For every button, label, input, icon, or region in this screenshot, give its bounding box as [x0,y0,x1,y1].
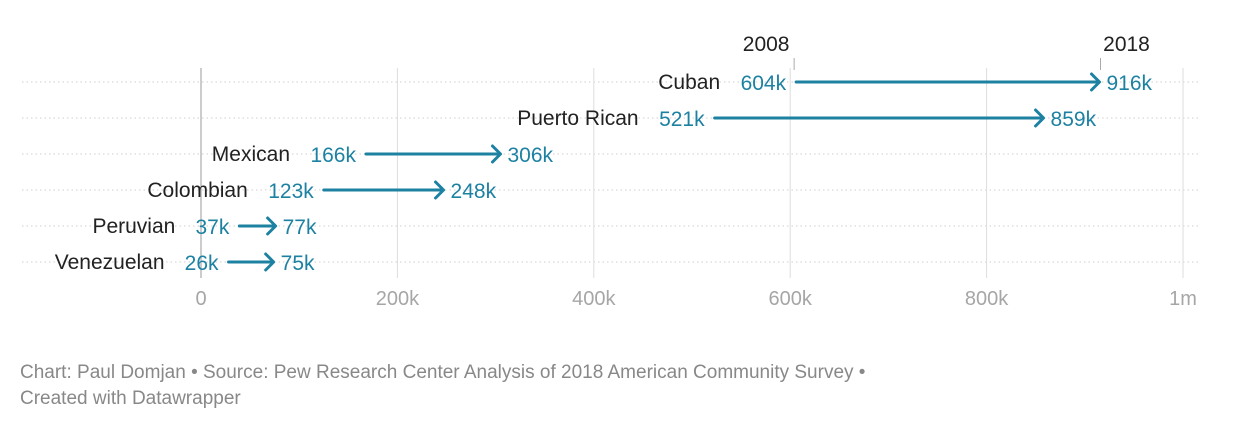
end-value-label: 916k [1107,72,1153,95]
start-value-label: 123k [268,180,314,203]
category-label: Colombian [147,179,247,202]
arrow-head [266,216,278,236]
category-label: Mexican [212,143,290,166]
footer-credit-line: Chart: Paul Domjan • Source: Pew Researc… [20,362,866,383]
start-value-label: 166k [310,144,356,167]
start-value-label: 26k [185,252,219,275]
start-value-label: 521k [659,108,705,131]
arrow-head [434,180,446,200]
footer-datawrapper-line: Created with Datawrapper [20,388,241,409]
category-label: Puerto Rican [517,107,638,130]
category-label: Cuban [658,71,720,94]
end-value-label: 859k [1051,108,1097,131]
start-value-label: 37k [195,216,229,239]
x-tick-label: 0 [195,288,206,310]
x-tick-label: 600k [769,288,813,310]
end-value-label: 75k [281,252,315,275]
start-value-label: 604k [741,72,787,95]
end-value-label: 306k [507,144,553,167]
x-tick-label: 400k [572,288,616,310]
x-tick-label: 800k [965,288,1009,310]
category-label: Venezuelan [55,251,165,274]
x-tick-label: 1m [1169,288,1197,310]
end-value-label: 77k [283,216,317,239]
series-2018-label: 2018 [1103,33,1150,56]
chart-footer: Chart: Paul Domjan • Source: Pew Researc… [20,360,1020,412]
arrow-chart: 0 200k 400k 600k 800k 1m 604k 916k Cuban 521k 859k… [22,33,1198,310]
end-value-label: 248k [451,180,497,203]
series-2008-label: 2008 [743,33,790,56]
x-tick-label: 200k [376,288,420,310]
arrow-head [490,144,502,164]
category-label: Peruvian [92,215,175,238]
arrow-head [1090,72,1102,92]
arrow-head [264,252,276,272]
arrow-head [1034,108,1046,128]
